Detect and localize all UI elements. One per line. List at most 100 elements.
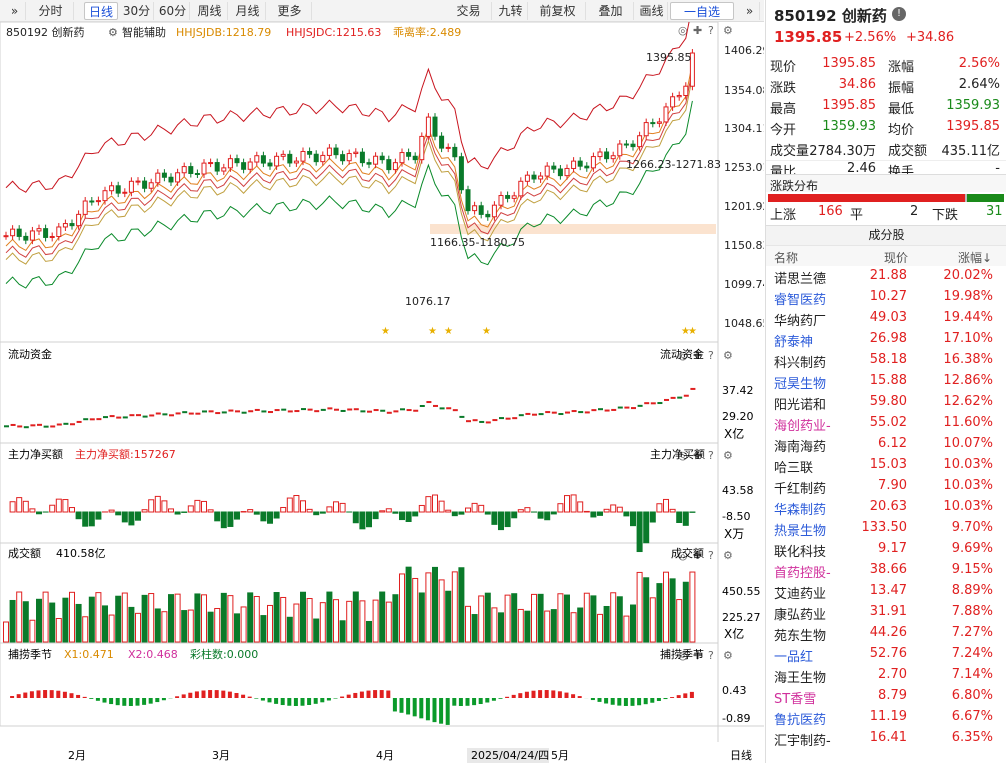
volume-bar (194, 593, 201, 643)
table-row[interactable]: 冠昊生物 15.88 12.86% (766, 371, 1006, 392)
table-row[interactable]: 阳光诺和 59.80 12.62% (766, 392, 1006, 413)
table-row[interactable]: 千红制药 7.90 10.03% (766, 476, 1006, 497)
table-row[interactable]: 联化科技 9.17 9.69% (766, 539, 1006, 560)
tab-daily[interactable]: 日线 (84, 2, 118, 20)
tab-more[interactable]: 更多 (268, 2, 312, 20)
stock-name[interactable]: 诺思兰德 (774, 272, 827, 287)
volume-bar (451, 571, 458, 643)
volume-bar (260, 615, 267, 643)
flow-step (129, 414, 135, 417)
table-row[interactable]: ST香雪 8.79 6.80% (766, 686, 1006, 707)
settings-gear-icon[interactable]: ⚙ (108, 26, 118, 39)
tab-monthly[interactable]: 月线 (230, 2, 266, 20)
table-row[interactable]: 热景生物 133.50 9.70% (766, 518, 1006, 539)
collapse-button[interactable]: » (4, 2, 26, 20)
season-title: 捕捞季节 (8, 647, 52, 661)
netbuy-bar (16, 497, 23, 513)
volume-bar (531, 593, 537, 643)
nine-turn-button[interactable]: 九转 (494, 2, 528, 20)
season-bar (610, 698, 615, 705)
watchlist-button[interactable]: 一自选 (670, 2, 734, 20)
stock-name[interactable]: 苑东生物 (774, 629, 827, 644)
candle-body (293, 160, 299, 164)
overlay-menu[interactable]: 叠加 (588, 2, 634, 20)
table-row[interactable]: 鲁抗医药 11.19 6.67% (766, 707, 1006, 728)
stock-name[interactable]: 艾迪药业 (774, 587, 827, 602)
chart-canvas[interactable]: ◎ ✚? ⚙◎ ✚? ⚙◎ ✚? ⚙◎ ✚? ⚙◎ ✚? ⚙ ★ ★ ★ ★ ★★ 850192 创新药 ⚙… (0, 22, 764, 763)
stock-name[interactable]: 冠昊生物 (774, 377, 827, 392)
season-bar (260, 698, 265, 701)
stock-name[interactable]: 康弘药业 (774, 608, 827, 623)
stock-price: 11.19 (869, 709, 907, 724)
panel-tool-icon: ? (708, 649, 714, 662)
info-icon[interactable]: ! (892, 7, 906, 21)
candle-body (214, 162, 220, 172)
table-row[interactable]: 华纳药厂 49.03 19.44% (766, 308, 1006, 329)
trade-menu[interactable]: 交易 (446, 2, 492, 20)
table-row[interactable]: 海王生物 2.70 7.14% (766, 665, 1006, 686)
stock-name[interactable]: ST香雪 (774, 692, 817, 707)
netbuy-bar (656, 503, 663, 513)
col-name[interactable]: 名称 (774, 251, 799, 265)
stock-name[interactable]: 舒泰神 (774, 335, 814, 350)
table-row[interactable]: 汇宇制药- 16.41 6.35% (766, 728, 1006, 749)
stock-name[interactable]: 哈三联 (774, 461, 814, 476)
season-bar (425, 698, 430, 721)
table-row[interactable]: 科兴制药 58.18 16.38% (766, 350, 1006, 371)
table-row[interactable]: 一品红 52.76 7.24% (766, 644, 1006, 665)
stock-name[interactable]: 鲁抗医药 (774, 713, 827, 728)
candle-body (392, 162, 398, 171)
stock-name[interactable]: 海南海药 (774, 440, 827, 455)
stock-name[interactable]: 华纳药厂 (774, 314, 827, 329)
stock-name[interactable]: 首药控股- (774, 566, 831, 581)
col-price[interactable]: 现价 (884, 251, 909, 265)
stock-name[interactable]: 千红制药 (774, 482, 827, 497)
stock-name[interactable]: 华森制药 (774, 503, 827, 518)
tab-60min[interactable]: 60分 (156, 2, 190, 20)
netbuy-bar (280, 506, 287, 513)
kline-chart[interactable]: ◎ ✚? ⚙ ◎ ✚? ⚙ ◎ ✚? ⚙ ◎ ✚? ⚙ ◎ ✚? ⚙ ★ ★ ★ ★ ★ ★ 850192 创新药 ⚙… (0, 22, 764, 763)
stock-name[interactable]: 睿智医药 (774, 293, 827, 308)
panel-tool-icon: ⚙ (723, 649, 733, 662)
tab-30min[interactable]: 30分 (120, 2, 154, 20)
table-row[interactable]: 睿智医药 10.27 19.98% (766, 287, 1006, 308)
table-row[interactable]: 哈三联 15.03 10.03% (766, 455, 1006, 476)
table-row[interactable]: 首药控股- 38.66 9.15% (766, 560, 1006, 581)
expand-button[interactable]: » (740, 2, 760, 20)
season-bar (307, 698, 312, 706)
stock-name[interactable]: 阳光诺和 (774, 398, 827, 413)
table-row[interactable]: 康弘药业 31.91 7.88% (766, 602, 1006, 623)
netbuy-bar (214, 511, 221, 522)
table-row[interactable]: 苑东生物 44.26 7.27% (766, 623, 1006, 644)
flow-step (367, 410, 372, 413)
tab-timeshare[interactable]: 分时 (28, 2, 74, 20)
season-bar (386, 690, 391, 698)
table-row[interactable]: 艾迪药业 13.47 8.89% (766, 581, 1006, 602)
stock-name[interactable]: 海创药业- (774, 419, 831, 434)
col-change[interactable]: 涨幅↓ (958, 251, 993, 265)
flow-step (76, 420, 82, 423)
draw-button[interactable]: 画线 (636, 2, 668, 20)
stock-name[interactable]: 汇宇制药- (774, 734, 831, 749)
assist-label[interactable]: 智能辅助 (122, 25, 166, 39)
adjust-menu[interactable]: 前复权 (530, 2, 586, 20)
stock-name[interactable]: 一品红 (774, 650, 814, 665)
season-bar (109, 698, 114, 705)
stock-name[interactable]: 科兴制药 (774, 356, 827, 371)
flow-step (393, 410, 399, 413)
stock-name[interactable]: 海王生物 (774, 671, 827, 686)
volume-bar (148, 593, 155, 643)
table-row[interactable]: 诺思兰德 21.88 20.02% (766, 266, 1006, 287)
stock-name[interactable]: 联化科技 (774, 545, 827, 560)
table-row[interactable]: 海创药业- 55.02 11.60% (766, 413, 1006, 434)
candle-body (656, 121, 662, 124)
table-row[interactable]: 舒泰神 26.98 17.10% (766, 329, 1006, 350)
season-bar (412, 698, 417, 717)
season-bar (465, 698, 470, 706)
stock-name[interactable]: 热景生物 (774, 524, 827, 539)
candle-body (597, 151, 603, 158)
table-row[interactable]: 海南海药 6.12 10.07% (766, 434, 1006, 455)
table-row[interactable]: 华森制药 20.63 10.03% (766, 497, 1006, 518)
tab-weekly[interactable]: 周线 (192, 2, 228, 20)
dist-flat (964, 194, 968, 202)
